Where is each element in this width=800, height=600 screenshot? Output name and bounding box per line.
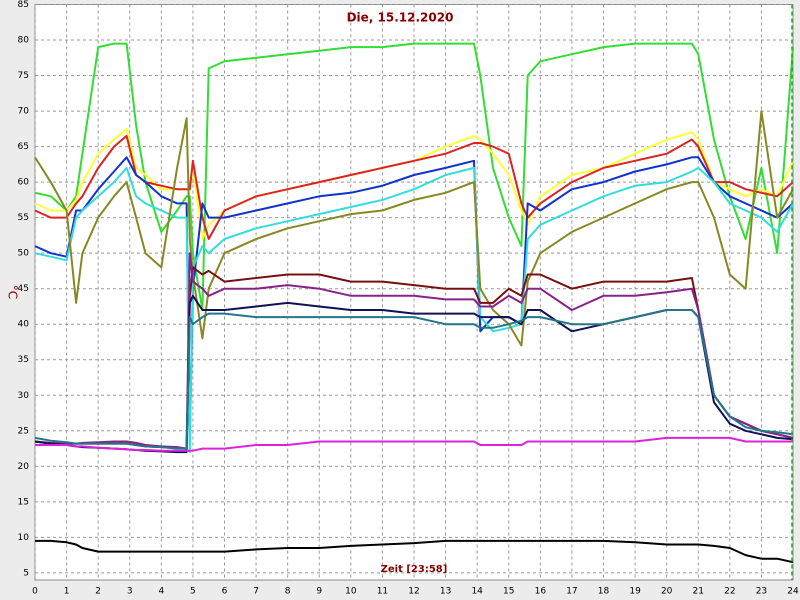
y-tick-label: 20 xyxy=(18,462,30,472)
x-tick-label: 13 xyxy=(440,587,451,597)
series-line xyxy=(34,134,794,240)
x-tick-label: 23 xyxy=(756,587,767,597)
x-tick-label: 5 xyxy=(190,587,196,597)
x-tick-label: 4 xyxy=(158,587,164,597)
y-tick-label: 85 xyxy=(18,0,29,10)
x-tick-label: 22 xyxy=(724,587,735,597)
lines xyxy=(34,42,794,564)
y-tick-label: 70 xyxy=(18,107,30,117)
x-tick-label: 15 xyxy=(503,587,514,597)
y-tick-label: 75 xyxy=(18,71,29,81)
x-tick-label: 19 xyxy=(629,587,641,597)
y-tick-label: 50 xyxy=(18,249,30,259)
x-axis-label: Zeit [23:58] xyxy=(381,564,448,575)
x-tick-label: 16 xyxy=(535,587,547,597)
grid xyxy=(34,4,794,580)
y-axis-label: °C xyxy=(6,285,20,299)
y-tick-label: 40 xyxy=(18,320,30,330)
y-tick-label: 10 xyxy=(18,533,30,543)
y-tick-label: 5 xyxy=(23,568,29,578)
x-tick-label: 6 xyxy=(222,587,228,597)
x-tick-label: 2 xyxy=(95,587,101,597)
x-tick-label: 24 xyxy=(787,587,799,597)
series-line xyxy=(34,309,794,450)
chart-title: Die, 15.12.2020 xyxy=(347,11,454,25)
y-tick-label: 55 xyxy=(18,213,29,223)
series-line xyxy=(35,539,794,564)
series-line xyxy=(34,42,794,311)
x-tick-label: 8 xyxy=(285,587,291,597)
x-tick-label: 17 xyxy=(566,587,577,597)
x-tick-label: 20 xyxy=(661,587,673,597)
series-line xyxy=(34,252,794,450)
series-line xyxy=(34,166,794,454)
series-line xyxy=(35,436,793,452)
x-tick-label: 3 xyxy=(127,587,133,597)
y-tick-label: 45 xyxy=(18,284,29,294)
x-tick-label: 7 xyxy=(253,587,259,597)
y-tick-label: 60 xyxy=(18,178,30,188)
series-line xyxy=(34,110,794,347)
x-tick-label: 0 xyxy=(32,587,38,597)
x-tick-label: 21 xyxy=(693,587,704,597)
x-tick-label: 14 xyxy=(471,587,483,597)
y-tick-label: 30 xyxy=(18,391,30,401)
x-tick-label: 18 xyxy=(598,587,610,597)
y-tick-label: 80 xyxy=(18,36,30,46)
x-tick-label: 9 xyxy=(316,587,322,597)
x-tick-label: 11 xyxy=(377,587,388,597)
y-tick-label: 15 xyxy=(18,497,29,507)
x-tick-label: 12 xyxy=(408,587,419,597)
y-tick-label: 25 xyxy=(18,426,29,436)
x-tick-label: 10 xyxy=(345,587,357,597)
y-tick-label: 65 xyxy=(18,142,29,152)
y-tick-label: 35 xyxy=(18,355,29,365)
x-tick-label: 1 xyxy=(64,587,70,597)
series-line xyxy=(34,156,794,439)
